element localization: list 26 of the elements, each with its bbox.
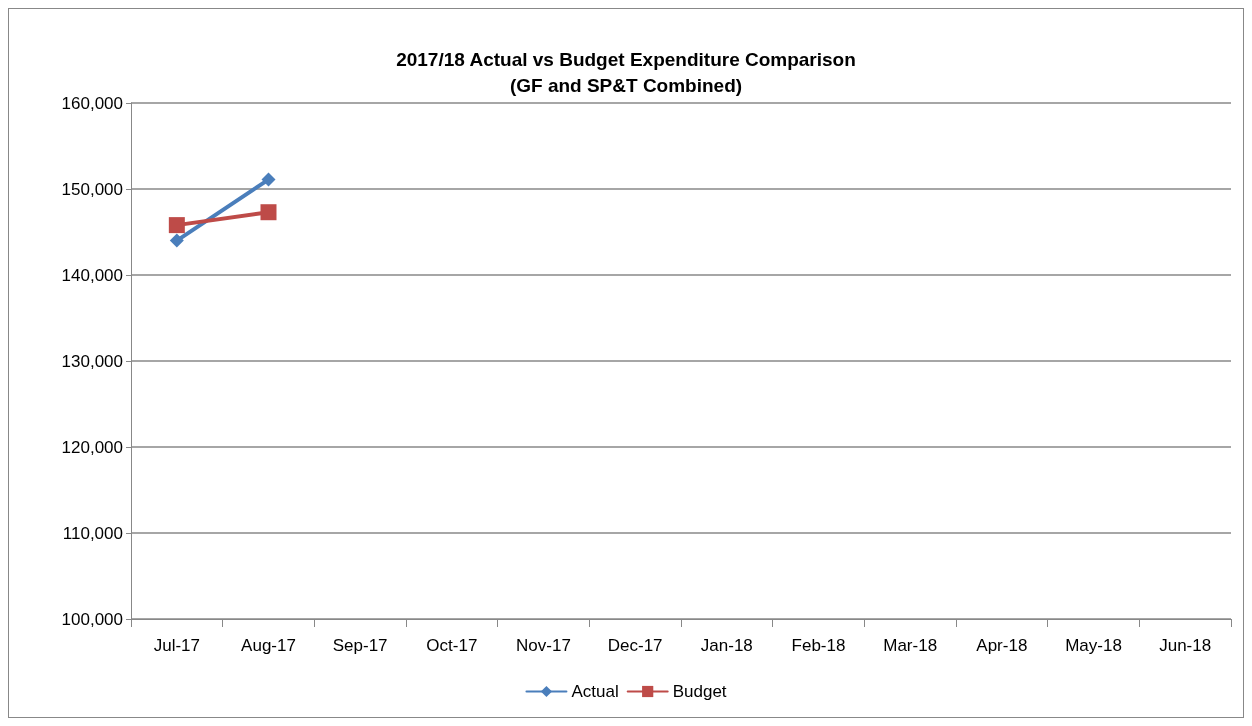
legend-label: Budget (672, 682, 727, 701)
chart-title: 2017/18 Actual vs Budget Expenditure Comparison (GF and SP&T Combined) (396, 48, 856, 96)
x-tick-label: Feb-18 (791, 636, 846, 655)
x-tick-label: Nov-17 (516, 636, 571, 655)
y-tick-label: 110,000 (62, 523, 123, 543)
y-tick-label: 120,000 (61, 437, 123, 457)
x-tick-label: Jun-18 (1159, 636, 1212, 655)
y-tick-label: 160,000 (61, 93, 123, 113)
x-tick-label: Sep-17 (332, 636, 388, 655)
x-tick-label: May-18 (1065, 636, 1122, 655)
point (260, 204, 277, 221)
y-tick-label: 100,000 (61, 609, 123, 629)
point (261, 172, 276, 187)
x-tick-label: Oct-17 (426, 636, 478, 655)
y-tick-label: 130,000 (61, 351, 123, 371)
x-tick-label: Jan-18 (700, 636, 753, 655)
y-tick-label: 150,000 (61, 179, 123, 199)
legend-label: Actual (571, 682, 619, 701)
y-tick-label: 140,000 (61, 265, 123, 285)
point (169, 233, 184, 248)
x-tick-label: Apr-18 (976, 636, 1028, 655)
x-tick-label: Jul-17 (153, 636, 200, 655)
x-tick-label: Mar-18 (883, 636, 938, 655)
x-tick-label: Aug-17 (241, 636, 296, 655)
point (168, 217, 185, 234)
x-tick-label: Dec-17 (607, 636, 663, 655)
